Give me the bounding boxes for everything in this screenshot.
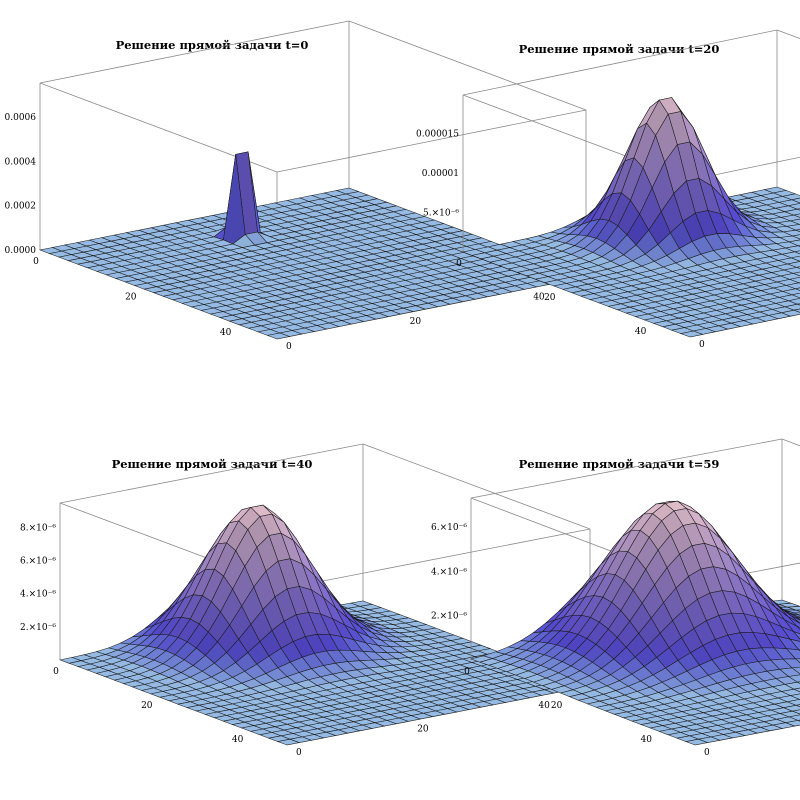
y-tick-label: 0 bbox=[286, 342, 292, 352]
panel-t20: Решение прямой задачи t=20 02040020405.×… bbox=[416, 29, 800, 350]
z-tick-label: 6.×10⁻⁶ bbox=[431, 523, 467, 533]
surface-cell bbox=[276, 738, 301, 746]
y-tick-label: 40 bbox=[533, 292, 545, 302]
panel-title: Решение прямой задачи t=40 bbox=[112, 457, 313, 471]
box-edge bbox=[39, 20, 350, 84]
x-tick-label: 40 bbox=[232, 735, 244, 745]
surface-mesh bbox=[462, 97, 800, 338]
surface-cell bbox=[793, 308, 800, 313]
x-tick-label: 20 bbox=[544, 293, 556, 303]
box-edge bbox=[470, 438, 783, 499]
box-edge bbox=[462, 29, 778, 96]
panel-title: Решение прямой задачи t=0 bbox=[116, 38, 309, 52]
y-tick-label: 40 bbox=[538, 701, 550, 711]
panel-t59: Решение прямой задачи t=59 02040020402.×… bbox=[431, 438, 800, 758]
z-tick-label: 4.×10⁻⁶ bbox=[20, 590, 56, 600]
panel-title: Решение прямой задачи t=20 bbox=[519, 42, 720, 56]
tick-labels: 0 20 40 0 20 40 2.×10⁻⁶ 4.×10⁻⁶ 6.×10⁻⁶ 8.×10⁻⁶ bbox=[20, 523, 550, 758]
x-tick-label: 0 bbox=[464, 667, 470, 677]
y-tick-label: 0 bbox=[699, 340, 705, 350]
y-tick-label: 0 bbox=[296, 748, 302, 758]
x-tick-label: 0 bbox=[456, 259, 462, 269]
box-edge bbox=[781, 438, 800, 447]
z-tick-label: 8.×10⁻⁶ bbox=[20, 523, 56, 533]
x-tick-label: 20 bbox=[551, 701, 563, 711]
z-tick-label: 0.0006 bbox=[5, 113, 37, 123]
panel-t40: Решение прямой задачи t=40 02040020402.×… bbox=[20, 443, 592, 758]
surface-cell bbox=[266, 332, 291, 340]
surface-mesh bbox=[470, 500, 800, 746]
z-tick-label: 2.×10⁻⁶ bbox=[431, 612, 467, 622]
x-tick-label: 40 bbox=[640, 735, 652, 745]
z-tick-label: 0.0002 bbox=[5, 202, 37, 212]
y-tick-label: 20 bbox=[417, 724, 429, 734]
surface-cell bbox=[684, 738, 709, 746]
z-tick-label: 5.×10⁻⁶ bbox=[423, 209, 459, 219]
tick-labels: 0 20 40 0 20 40 0.0000 0.0002 0.0004 0.0006 bbox=[5, 113, 545, 352]
box-edge bbox=[59, 443, 364, 504]
y-tick-label: 20 bbox=[410, 317, 422, 327]
x-tick-label: 40 bbox=[635, 327, 647, 337]
z-tick-label: 2.×10⁻⁶ bbox=[20, 623, 56, 633]
x-tick-label: 0 bbox=[33, 257, 39, 267]
box-edge bbox=[348, 20, 587, 111]
z-tick-label: 0.000015 bbox=[416, 130, 459, 140]
x-tick-label: 20 bbox=[141, 701, 153, 711]
box-edge bbox=[362, 443, 591, 530]
panel-t0: Решение прямой задачи t=0 02040020400.00… bbox=[5, 20, 587, 352]
surface-cell bbox=[679, 330, 704, 338]
z-tick-label: 0.0000 bbox=[5, 246, 37, 256]
box-edge bbox=[689, 156, 800, 181]
z-tick-label: 6.×10⁻⁶ bbox=[20, 556, 56, 566]
x-tick-label: 20 bbox=[125, 293, 137, 303]
z-tick-label: 0.00001 bbox=[422, 169, 459, 179]
panel-title: Решение прямой задачи t=59 bbox=[519, 457, 720, 471]
box-edge bbox=[276, 109, 587, 173]
z-tick-label: 4.×10⁻⁶ bbox=[431, 567, 467, 577]
y-tick-label: 0 bbox=[704, 748, 710, 758]
x-tick-label: 0 bbox=[53, 667, 59, 677]
box-edge bbox=[776, 29, 800, 40]
x-tick-label: 40 bbox=[220, 328, 232, 338]
box-edge bbox=[286, 528, 591, 589]
surface-mesh bbox=[59, 504, 592, 746]
z-tick-label: 0.0004 bbox=[5, 157, 37, 167]
